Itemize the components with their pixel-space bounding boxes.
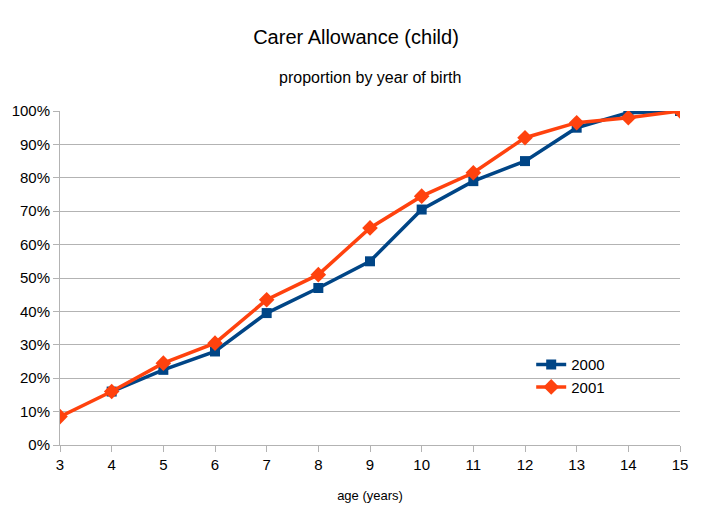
svg-text:8: 8	[314, 456, 322, 473]
svg-text:age (years): age (years)	[337, 488, 403, 503]
svg-text:2000: 2000	[571, 356, 604, 373]
svg-text:4: 4	[107, 456, 115, 473]
svg-text:12: 12	[517, 456, 534, 473]
svg-text:70%: 70%	[20, 202, 50, 219]
svg-text:90%: 90%	[20, 136, 50, 153]
svg-text:100%: 100%	[12, 102, 50, 119]
svg-text:proportion by year of birth: proportion by year of birth	[279, 69, 461, 86]
svg-text:50%: 50%	[20, 269, 50, 286]
svg-text:10: 10	[413, 456, 430, 473]
svg-text:7: 7	[262, 456, 270, 473]
svg-text:11: 11	[466, 456, 482, 473]
svg-text:15: 15	[672, 456, 689, 473]
svg-text:Carer Allowance (child): Carer Allowance (child)	[253, 26, 459, 48]
svg-text:2001: 2001	[571, 379, 604, 396]
svg-text:5: 5	[159, 456, 167, 473]
svg-text:60%: 60%	[20, 236, 50, 253]
svg-text:40%: 40%	[20, 303, 50, 320]
svg-text:3: 3	[56, 456, 64, 473]
svg-text:30%: 30%	[20, 336, 50, 353]
svg-text:80%: 80%	[20, 169, 50, 186]
svg-text:10%: 10%	[20, 403, 50, 420]
svg-text:9: 9	[366, 456, 374, 473]
svg-text:14: 14	[620, 456, 637, 473]
svg-text:6: 6	[211, 456, 219, 473]
svg-text:13: 13	[568, 456, 585, 473]
svg-text:0%: 0%	[28, 436, 50, 453]
svg-text:20%: 20%	[20, 369, 50, 386]
